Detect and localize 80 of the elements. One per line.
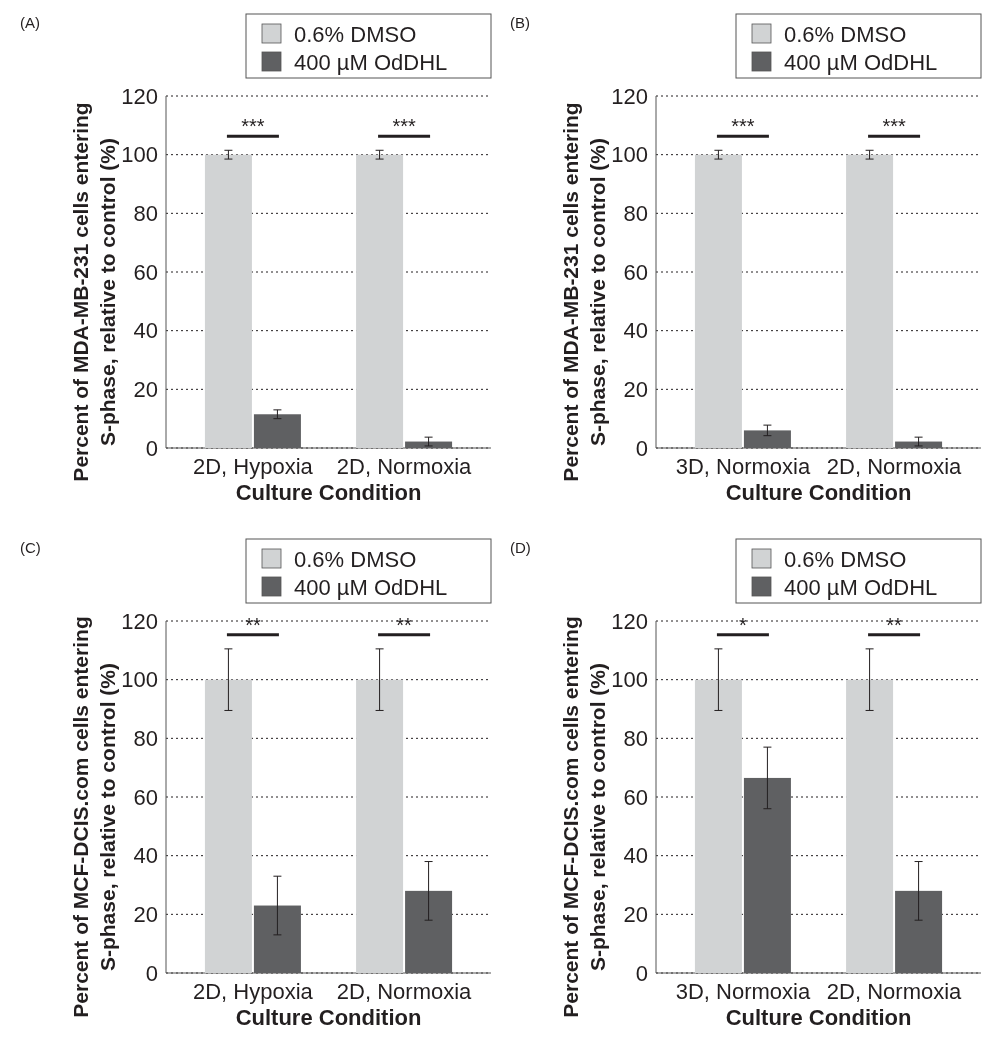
y-axis-title: Percent of MDA-MB-231 cells entering S-phase, relative to control (%): [559, 102, 609, 482]
x-tick-label: 2D, Normoxia: [826, 454, 963, 479]
y-axis-title: Percent of MDA-MB-231 cells entering S-phase, relative to control (%): [69, 102, 119, 482]
bar: [356, 679, 404, 973]
y-tick-label: 20: [133, 902, 158, 928]
y-tick-label: 20: [623, 902, 648, 928]
x-tick-label: 2D, Normoxia: [336, 454, 473, 479]
y-tick-label: 120: [121, 83, 158, 109]
y-tick-label: 40: [133, 318, 158, 344]
text: (D): [510, 539, 531, 556]
y-tick-label: 60: [623, 784, 648, 810]
text: (B): [510, 14, 530, 31]
x-axis-title: Culture Condition: [235, 1005, 422, 1030]
legend-label: 0.6% DMSO: [784, 21, 907, 47]
legend-label: 0.6% DMSO: [294, 21, 417, 47]
bar: [694, 154, 742, 448]
legend-label: 400 µM OdDHL: [784, 574, 938, 600]
x-tick-label: 2D, Hypoxia: [193, 454, 314, 479]
y-tick-label: 120: [611, 83, 648, 109]
bar: [405, 890, 453, 973]
annotation: ***: [882, 115, 906, 138]
y-tick-label: 120: [611, 608, 648, 634]
bar: [895, 890, 943, 973]
y-tick-label: 20: [623, 377, 648, 403]
legend-label: 400 µM OdDHL: [294, 574, 448, 600]
y-axis-title: Percent of MCF-DCIS.com cells entering S-phase, relative to control (%): [559, 616, 609, 1018]
y-tick-label: 80: [623, 201, 648, 227]
text: (A): [20, 14, 40, 31]
annotation: **: [886, 613, 903, 636]
bar: [895, 441, 943, 448]
y-tick-label: 100: [611, 667, 648, 693]
legend-label: 0.6% DMSO: [294, 546, 417, 572]
annotation: *: [739, 613, 748, 636]
bar: [204, 679, 252, 973]
annotation: **: [396, 613, 413, 636]
y-tick-label: 20: [133, 377, 158, 403]
annotation: ***: [731, 115, 755, 138]
x-axis-title: Culture Condition: [725, 480, 912, 505]
legend-label: 0.6% DMSO: [784, 546, 907, 572]
y-tick-label: 100: [121, 142, 158, 168]
text: (C): [20, 539, 41, 556]
bar: [846, 679, 894, 973]
y-tick-label: 0: [145, 960, 158, 986]
y-tick-label: 60: [133, 784, 158, 810]
y-tick-label: 0: [145, 435, 158, 461]
bar: [743, 777, 791, 973]
bar: [405, 441, 453, 448]
y-tick-label: 100: [121, 667, 158, 693]
annotation: **: [245, 613, 261, 636]
y-tick-label: 40: [133, 843, 158, 869]
bar: [846, 154, 894, 448]
y-tick-label: 0: [635, 960, 648, 986]
legend-label: 400 µM OdDHL: [294, 49, 448, 75]
y-tick-label: 80: [623, 726, 648, 752]
x-tick-label: 2D, Hypoxia: [193, 979, 314, 1004]
y-tick-label: 60: [133, 259, 158, 285]
y-axis-title: Percent of MCF-DCIS.com cells entering S-phase, relative to control (%): [69, 616, 119, 1018]
y-tick-label: 80: [133, 201, 158, 227]
bar: [356, 154, 404, 448]
x-axis-title: Culture Condition: [235, 480, 422, 505]
y-tick-label: 80: [133, 726, 158, 752]
bar: [743, 430, 791, 448]
x-tick-label: 3D, Normoxia: [675, 454, 811, 479]
y-tick-label: 120: [121, 608, 158, 634]
y-tick-label: 40: [623, 318, 648, 344]
bar: [204, 154, 252, 448]
bar: [253, 905, 301, 973]
x-tick-label: 3D, Normoxia: [675, 979, 811, 1004]
y-tick-label: 40: [623, 843, 648, 869]
x-axis-title: Culture Condition: [725, 1005, 912, 1030]
x-tick-label: 2D, Normoxia: [826, 979, 963, 1004]
legend-label: 400 µM OdDHL: [784, 49, 938, 75]
x-tick-label: 2D, Normoxia: [336, 979, 473, 1004]
bar: [694, 679, 742, 973]
y-tick-label: 0: [635, 435, 648, 461]
annotation: ***: [392, 115, 416, 138]
y-tick-label: 60: [623, 259, 648, 285]
y-tick-label: 100: [611, 142, 648, 168]
annotation: ***: [241, 115, 265, 138]
bar: [253, 414, 301, 448]
